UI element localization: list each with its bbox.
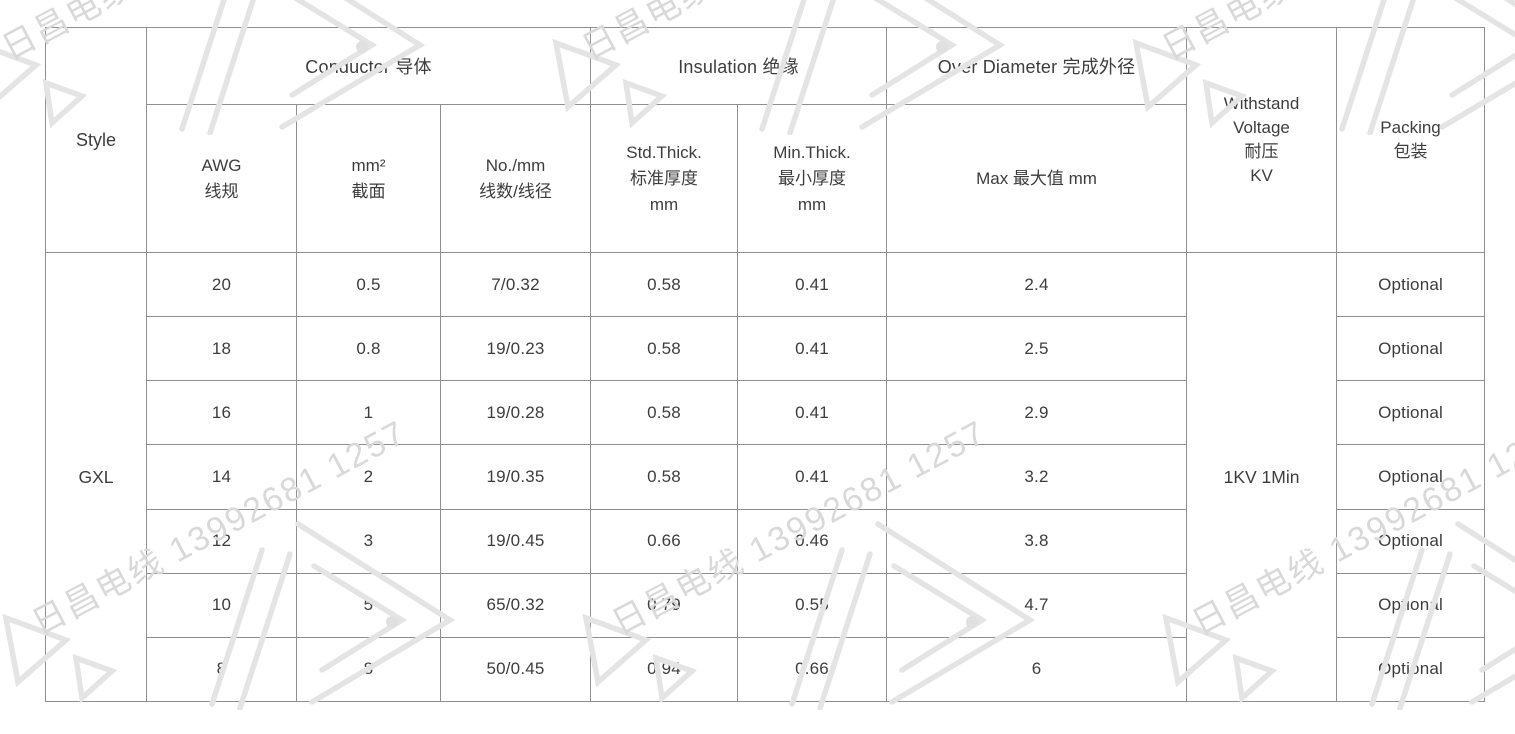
std-thick-cell: 0.58 <box>590 251 739 318</box>
gxl-spec-table: Style Conductor 导体 Insulation 绝缘 Over Di… <box>45 27 1486 703</box>
min-thick-cell: 0.46 <box>737 508 888 574</box>
col-header-withstand-voltage: Withstand Voltage 耐压 KV <box>1186 27 1338 253</box>
max-diameter-cell: 2.4 <box>886 251 1188 318</box>
packing-cell: Optional <box>1336 572 1486 638</box>
col-header-max-diameter: Max 最大值 mm <box>886 104 1188 253</box>
col-header-std-thick: Std.Thick. 标准厚度 mm <box>590 104 739 253</box>
no-mm-cell: 19/0.28 <box>439 380 592 446</box>
std-thick-cell: 0.58 <box>590 380 739 446</box>
max-diameter-cell: 3.8 <box>886 508 1188 574</box>
no-mm-cell: 65/0.32 <box>439 572 592 638</box>
table-row: GXL 20 0.5 7/0.32 0.58 0.41 2.4 1KV 1Min… <box>45 251 1486 702</box>
table-row: 14 2 19/0.35 0.58 0.41 3.2 Optional <box>46 444 1486 510</box>
packing-cell: Optional <box>1336 251 1486 318</box>
col-header-no-mm: No./mm 线数/线径 <box>439 104 592 253</box>
mm2-cell: 1 <box>296 380 441 446</box>
max-diameter-cell: 6 <box>886 636 1188 703</box>
group-header-over-diameter: Over Diameter 完成外径 <box>886 27 1188 105</box>
packing-cell: Optional <box>1336 444 1486 510</box>
max-diameter-cell: 2.9 <box>886 380 1188 446</box>
table-row: 18 0.8 19/0.23 0.58 0.41 2.5 Optional <box>46 316 1486 382</box>
packing-cell: Optional <box>1336 508 1486 574</box>
mm2-cell: 3 <box>296 508 441 574</box>
style-value-cell: GXL <box>45 252 147 702</box>
max-diameter-cell: 4.7 <box>886 572 1188 638</box>
min-thick-cell: 0.41 <box>737 251 888 318</box>
awg-cell: 8 <box>146 636 297 703</box>
col-header-style: Style <box>45 27 147 253</box>
std-thick-cell: 0.94 <box>590 636 739 703</box>
awg-cell: 20 <box>146 251 297 318</box>
mm2-cell: 2 <box>296 444 441 510</box>
std-thick-cell: 0.58 <box>590 444 739 510</box>
min-thick-cell: 0.41 <box>737 316 888 382</box>
min-thick-cell: 0.41 <box>737 380 888 446</box>
mm2-cell: 0.5 <box>296 251 441 318</box>
no-mm-cell: 19/0.23 <box>439 316 592 382</box>
std-thick-cell: 0.79 <box>590 572 739 638</box>
packing-cell: Optional <box>1336 380 1486 446</box>
std-thick-cell: 0.58 <box>590 316 739 382</box>
group-header-insulation: Insulation 绝缘 <box>590 27 888 105</box>
mm2-cell: 5 <box>296 572 441 638</box>
min-thick-cell: 0.41 <box>737 444 888 510</box>
packing-cell: Optional <box>1336 316 1486 382</box>
no-mm-cell: 19/0.35 <box>439 444 592 510</box>
awg-cell: 14 <box>146 444 297 510</box>
mm2-cell: 8 <box>296 636 441 703</box>
col-header-mm2: mm² 截面 <box>296 104 441 253</box>
std-thick-cell: 0.66 <box>590 508 739 574</box>
no-mm-cell: 50/0.45 <box>439 636 592 703</box>
withstand-voltage-value-cell: 1KV 1Min <box>1186 252 1338 702</box>
awg-cell: 10 <box>146 572 297 638</box>
max-diameter-cell: 2.5 <box>886 316 1188 382</box>
col-header-packing: Packing 包装 <box>1336 27 1486 253</box>
packing-cell: Optional <box>1336 636 1486 703</box>
awg-cell: 16 <box>146 380 297 446</box>
min-thick-cell: 0.55 <box>737 572 888 638</box>
awg-cell: 12 <box>146 508 297 574</box>
awg-cell: 18 <box>146 316 297 382</box>
group-header-conductor: Conductor 导体 <box>145 27 592 105</box>
min-thick-cell: 0.66 <box>737 636 888 703</box>
no-mm-cell: 7/0.32 <box>439 251 592 318</box>
col-header-min-thick: Min.Thick. 最小厚度 mm <box>737 104 888 253</box>
max-diameter-cell: 3.2 <box>886 444 1188 510</box>
mm2-cell: 0.8 <box>296 316 441 382</box>
table-row: 16 1 19/0.28 0.58 0.41 2.9 Optional <box>46 380 1486 446</box>
header-row-groups: Style Conductor 导体 Insulation 绝缘 Over Di… <box>45 27 1486 253</box>
no-mm-cell: 19/0.45 <box>439 508 592 574</box>
col-header-awg: AWG 线规 <box>146 104 297 253</box>
